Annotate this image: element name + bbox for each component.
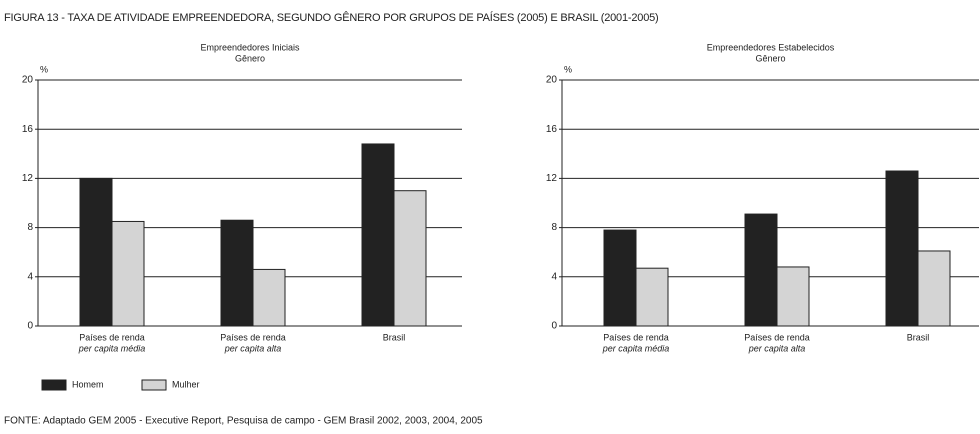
x-tick-label: per capita alta [748, 343, 806, 353]
chart-subtitle: Gênero [235, 53, 265, 63]
x-tick-label: Países de renda [79, 332, 145, 342]
bar [776, 266, 810, 327]
y-tick-label: 0 [27, 321, 33, 332]
bar [220, 219, 254, 327]
x-tick-label: Brasil [907, 332, 930, 342]
y-tick-label: 12 [22, 173, 34, 184]
x-tick-label: per capita alta [224, 343, 282, 353]
figure-title: FIGURA 13 - TAXA DE ATIVIDADE EMPREENDED… [4, 11, 659, 24]
y-tick-label: 16 [546, 124, 558, 135]
chart-title: Empreendedores Estabelecidos [707, 42, 835, 52]
bar [79, 177, 113, 327]
y-tick-label: 12 [546, 173, 558, 184]
legend-label: Homem [72, 379, 104, 389]
y-tick-label: 8 [551, 222, 557, 233]
y-tick-label: 4 [551, 271, 557, 282]
y-tick-label: 20 [22, 75, 34, 86]
y-tick-label: 0 [551, 321, 557, 332]
bar [635, 267, 669, 327]
x-tick-label: Países de renda [744, 332, 810, 342]
y-tick-label: 20 [546, 75, 558, 86]
y-tick-label: 8 [27, 222, 33, 233]
y-axis-label: % [564, 64, 572, 74]
bar [885, 170, 919, 327]
source-note: FONTE: Adaptado GEM 2005 - Executive Rep… [4, 416, 483, 427]
y-tick-label: 4 [27, 271, 33, 282]
x-tick-label: Países de renda [220, 332, 286, 342]
y-axis-label: % [40, 64, 48, 74]
bar [603, 229, 637, 327]
legend-swatch [141, 379, 167, 391]
bar [917, 250, 951, 327]
bar [744, 213, 778, 327]
chart-subtitle: Gênero [755, 53, 785, 63]
y-tick-label: 16 [22, 124, 34, 135]
bar [252, 268, 286, 327]
x-tick-label: per capita média [602, 343, 670, 353]
legend-swatch [41, 379, 67, 391]
bar [111, 220, 145, 327]
bar [393, 190, 427, 327]
x-tick-label: per capita média [78, 343, 146, 353]
x-tick-label: Brasil [383, 332, 406, 342]
bar [361, 143, 395, 327]
chart-title: Empreendedores Iniciais [200, 42, 300, 52]
legend-label: Mulher [172, 379, 200, 389]
x-tick-label: Países de renda [603, 332, 669, 342]
